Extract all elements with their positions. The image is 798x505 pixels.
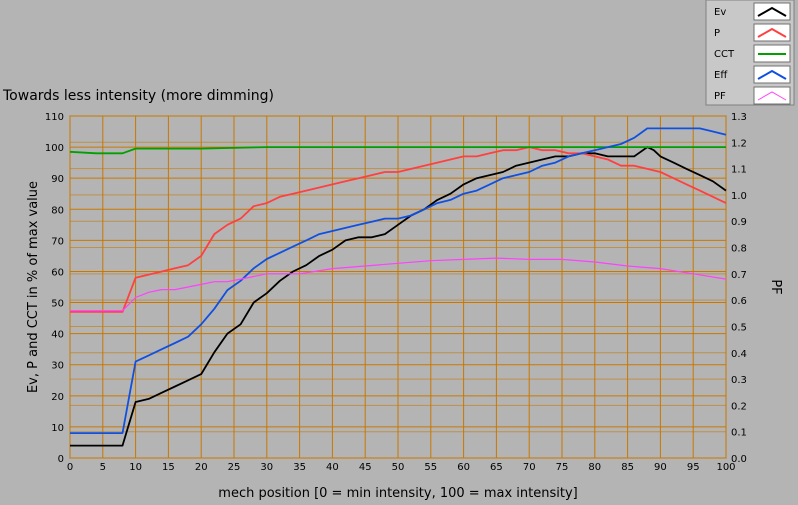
x-tick-label: 45 xyxy=(359,462,372,473)
y-tick-label: 50 xyxy=(51,299,64,310)
y2-tick-label: 0.2 xyxy=(731,401,747,412)
x-axis-title: mech position [0 = min intensity, 100 = … xyxy=(218,486,577,501)
x-tick-label: 50 xyxy=(392,462,405,473)
y2-tick-label: 1.1 xyxy=(731,165,747,176)
y2-tick-label: 1.2 xyxy=(731,138,747,149)
x-tick-label: 65 xyxy=(490,462,503,473)
y-tick-label: 110 xyxy=(45,112,64,123)
y-axis-title: Ev, P and CCT in % of max value xyxy=(26,181,41,393)
y2-tick-label: 0.6 xyxy=(731,296,747,307)
x-tick-label: 60 xyxy=(457,462,470,473)
legend-label-cct: CCT xyxy=(714,49,735,60)
x-tick-label: 10 xyxy=(129,462,142,473)
grid xyxy=(69,115,727,459)
legend-line-eff xyxy=(757,69,787,80)
x-tick-label: 95 xyxy=(687,462,700,473)
x-tick-label: 35 xyxy=(293,462,306,473)
series-line-eff xyxy=(70,127,727,435)
x-tick-label: 100 xyxy=(716,462,735,473)
y2-tick-label: 0.4 xyxy=(731,349,747,360)
x-tick-label: 25 xyxy=(228,462,241,473)
y-tick-label: 70 xyxy=(51,236,64,247)
y-tick-label: 60 xyxy=(51,267,64,278)
y2-tick-label: 0.8 xyxy=(731,244,747,255)
y2-tick-label: 0.5 xyxy=(731,322,747,333)
x-tick-label: 55 xyxy=(424,462,437,473)
legend-label-pf: PF xyxy=(714,91,726,102)
legend-swatch-p[interactable] xyxy=(753,23,791,42)
x-tick-label: 75 xyxy=(556,462,569,473)
x-tick-label: 20 xyxy=(195,462,208,473)
legend-label-p: P xyxy=(714,28,720,39)
x-tick-label: 85 xyxy=(621,462,634,473)
y-tick-label: 80 xyxy=(51,205,64,216)
y2-tick-label: 1.0 xyxy=(731,191,747,202)
legend-label-eff: Eff xyxy=(714,70,728,81)
legend-swatch-pf[interactable] xyxy=(753,86,791,105)
y2-tick-label: 0.3 xyxy=(731,375,747,386)
y2-tick-label: 0.7 xyxy=(731,270,747,281)
y2-tick-label: 1.3 xyxy=(731,112,747,123)
legend-line-p xyxy=(757,27,787,38)
x-tick-label: 40 xyxy=(326,462,339,473)
y2-axis-title: PF xyxy=(768,279,783,294)
y2-tick-label: 0.0 xyxy=(731,454,747,465)
series-line-pf xyxy=(70,257,727,312)
x-tick-label: 70 xyxy=(523,462,536,473)
y-tick-label: 90 xyxy=(51,174,64,185)
x-tick-label: 5 xyxy=(100,462,106,473)
legend-swatch-eff[interactable] xyxy=(753,65,791,84)
legend-line-pf xyxy=(757,91,787,101)
series-lines xyxy=(69,127,727,447)
x-tick-label: 30 xyxy=(260,462,273,473)
series-line-p xyxy=(70,146,727,313)
x-tick-label: 90 xyxy=(654,462,667,473)
legend[interactable]: Ev P CCT Eff PF xyxy=(705,0,795,106)
tick-labels: 0 5 10 15 20 25 30 35 40 45 50 55 60 65 70 75 80 85 90 95 10… xyxy=(45,112,747,473)
y-tick-label: 40 xyxy=(51,330,64,341)
legend-label-ev: Ev xyxy=(714,7,726,18)
series-line-cct xyxy=(69,146,726,155)
y-tick-label: 30 xyxy=(51,361,64,372)
y2-tick-label: 0.9 xyxy=(731,217,747,228)
x-tick-label: 80 xyxy=(588,462,601,473)
y2-tick-label: 0.1 xyxy=(731,428,747,439)
chart-title: Towards less intensity (more dimming) xyxy=(2,88,274,104)
series-line-ev xyxy=(70,146,727,447)
y-tick-label: 20 xyxy=(51,392,64,403)
x-tick-label: 15 xyxy=(162,462,175,473)
x-tick-label: 0 xyxy=(67,462,73,473)
legend-line-ev xyxy=(757,6,787,17)
y-tick-label: 100 xyxy=(45,143,64,154)
y-tick-label: 0 xyxy=(58,454,64,465)
y-tick-label: 10 xyxy=(51,423,64,434)
legend-swatch-ev[interactable] xyxy=(753,2,791,21)
